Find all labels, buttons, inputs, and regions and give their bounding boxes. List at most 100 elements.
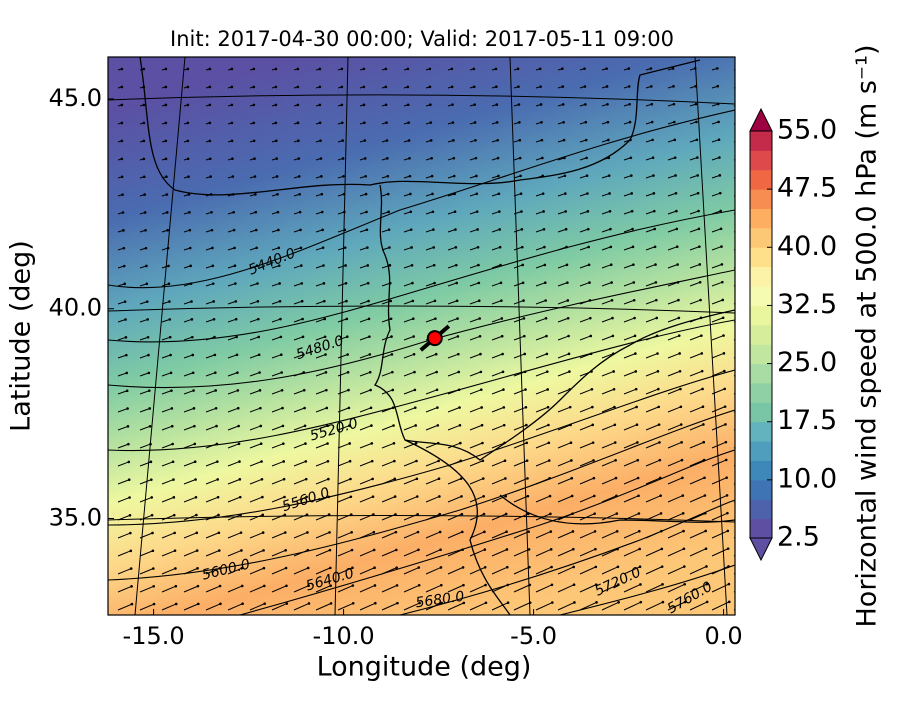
y-axis-label: Latitude (deg) <box>6 240 37 432</box>
wind-arrow <box>337 336 348 341</box>
wind-arrow <box>425 282 435 287</box>
colorbar: 2.5 10.0 17.5 25.0 32.5 40.0 47.5 55.0 <box>749 107 837 562</box>
wind-arrow-head <box>650 85 653 88</box>
wind-arrow <box>161 407 173 413</box>
wind-arrow-head <box>655 298 658 302</box>
wind-arrow-head <box>607 174 611 177</box>
wind-arrow-head <box>393 495 397 498</box>
colorbar-band <box>750 402 772 423</box>
wind-arrow-head <box>120 157 124 161</box>
wind-arrow <box>293 585 309 593</box>
wind-arrow-head <box>142 121 146 125</box>
wind-arrow-head <box>502 423 506 427</box>
wind-arrow-head <box>680 441 683 444</box>
wind-arrow <box>689 246 700 251</box>
wind-arrow-head <box>208 103 212 107</box>
wind-arrow-head <box>475 210 479 213</box>
wind-arrow <box>579 388 593 395</box>
wind-arrow-head <box>738 67 741 70</box>
wind-arrow-head <box>364 192 368 196</box>
wind-arrow-head <box>608 209 612 213</box>
wind-arrow <box>557 531 574 539</box>
wind-arrow-head <box>323 335 327 339</box>
wind-arrow-head <box>592 494 596 498</box>
wind-arrow <box>623 388 637 395</box>
wind-arrow-head <box>233 246 236 250</box>
colorbar-band <box>750 499 772 520</box>
wind-arrow <box>469 282 480 287</box>
wind-arrow <box>711 263 723 269</box>
wind-arrow-head <box>390 353 394 356</box>
wind-arrow <box>403 531 419 539</box>
wind-arrow <box>645 477 661 485</box>
wind-arrow <box>733 572 735 575</box>
wind-arrow <box>227 318 237 323</box>
wind-arrow <box>425 478 440 485</box>
wind-arrow-head <box>745 370 748 373</box>
wind-arrow <box>689 370 703 377</box>
wind-arrow <box>139 568 154 575</box>
wind-arrow-head <box>695 156 699 159</box>
wind-arrow-head <box>431 210 435 214</box>
wind-arrow-head <box>627 67 631 70</box>
wind-arrow-head <box>630 192 634 195</box>
wind-arrow-head <box>503 459 507 462</box>
x-tick-label: 0.0 <box>705 622 743 650</box>
wind-arrow-head <box>345 317 349 321</box>
wind-arrow <box>733 411 735 413</box>
wind-arrow-head <box>609 227 612 231</box>
wind-arrow-head <box>410 246 413 249</box>
wind-arrow <box>403 336 414 341</box>
wind-arrow-head <box>673 156 677 159</box>
wind-arrow-head <box>212 300 215 303</box>
wind-arrow-head <box>657 405 661 409</box>
wind-arrow-head <box>299 228 302 232</box>
wind-arrow-head <box>701 387 704 391</box>
wind-arrow-head <box>366 246 369 249</box>
wind-arrow <box>293 496 307 503</box>
wind-arrow-head <box>323 317 327 321</box>
wind-arrow <box>601 210 611 215</box>
wind-arrow-head <box>211 246 214 250</box>
wind-arrow <box>425 495 440 503</box>
wind-arrow <box>535 495 551 503</box>
wind-arrow-head <box>723 405 727 408</box>
wind-arrow-head <box>367 317 371 321</box>
wind-arrow-head <box>694 102 698 106</box>
wind-arrow-head <box>194 495 198 499</box>
wind-arrow <box>293 531 308 539</box>
wind-arrow <box>293 443 306 449</box>
wind-arrow <box>601 370 614 377</box>
wind-arrow <box>205 425 217 431</box>
wind-arrow-head <box>652 174 655 177</box>
wind-arrow-head <box>568 370 571 373</box>
wind-arrow <box>469 300 480 305</box>
wind-arrow-head <box>675 209 678 213</box>
wind-arrow <box>711 299 723 305</box>
wind-arrow-head <box>259 406 262 410</box>
wind-arrow-head <box>653 227 656 231</box>
wind-arrow <box>645 299 657 305</box>
wind-arrow-head <box>219 602 222 606</box>
wind-arrow-head <box>305 513 309 516</box>
wind-arrow-head <box>413 406 417 409</box>
wind-arrow-head <box>586 192 589 195</box>
wind-arrow-head <box>723 369 726 373</box>
wind-arrow-head <box>212 317 216 321</box>
height-contours <box>108 109 735 615</box>
wind-arrow-head <box>473 103 476 106</box>
wind-arrow <box>535 264 545 269</box>
wind-arrow-head <box>372 530 376 534</box>
wind-arrow <box>337 585 354 593</box>
wind-arrow-head <box>610 299 614 302</box>
wind-arrow-head <box>164 103 168 107</box>
colorbar-band <box>750 189 772 210</box>
wind-arrow <box>447 478 462 485</box>
wind-arrow <box>491 228 500 233</box>
wind-arrow-head <box>240 549 243 552</box>
wind-arrow-head <box>284 548 287 552</box>
wind-arrow <box>557 371 570 377</box>
wind-arrow-head <box>410 263 414 267</box>
wind-arrow-head <box>277 228 280 232</box>
wind-arrow <box>447 602 465 611</box>
